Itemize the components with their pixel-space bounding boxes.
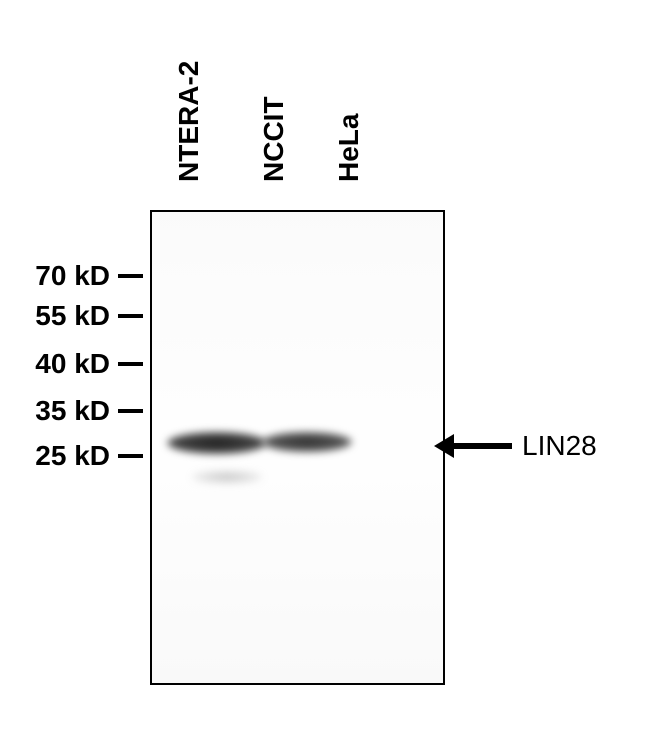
mw-text-70kd: 70 kD: [15, 260, 110, 292]
lane-label-ntera2: NTERA-2: [173, 61, 205, 182]
protein-name-label: LIN28: [522, 430, 597, 462]
mw-marker-25kd: 25 kD: [15, 440, 143, 472]
lane-label-nccit: NCCIT: [258, 96, 290, 182]
mw-tick-icon: [118, 409, 143, 413]
mw-tick-icon: [118, 454, 143, 458]
arrow-icon: [452, 443, 512, 449]
band-faint-lower: [192, 470, 262, 484]
lane-label-hela: HeLa: [333, 114, 365, 182]
blot-membrane: [150, 210, 445, 685]
mw-marker-55kd: 55 kD: [15, 300, 143, 332]
mw-text-35kd: 35 kD: [15, 395, 110, 427]
protein-arrow-label: LIN28: [452, 430, 597, 462]
mw-tick-icon: [118, 314, 143, 318]
mw-text-40kd: 40 kD: [15, 348, 110, 380]
mw-marker-40kd: 40 kD: [15, 348, 143, 380]
figure-container: NTERA-2 NCCIT HeLa 70 kD 55 kD 40 kD 35 …: [0, 0, 650, 738]
mw-text-55kd: 55 kD: [15, 300, 110, 332]
mw-text-25kd: 25 kD: [15, 440, 110, 472]
band-lane1-lin28: [167, 432, 267, 454]
mw-marker-35kd: 35 kD: [15, 395, 143, 427]
blot-inner: [152, 212, 443, 683]
mw-marker-70kd: 70 kD: [15, 260, 143, 292]
band-lane2-lin28: [262, 432, 352, 452]
mw-tick-icon: [118, 362, 143, 366]
mw-tick-icon: [118, 274, 143, 278]
